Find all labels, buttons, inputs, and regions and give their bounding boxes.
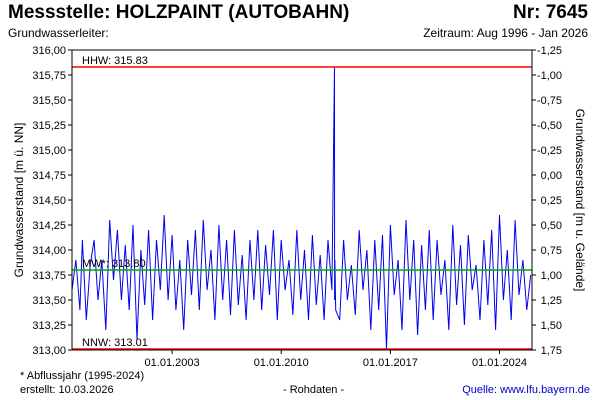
y-left-tick-label: 314,00 bbox=[32, 245, 66, 257]
y-left-tick-label: 316,00 bbox=[32, 45, 66, 57]
x-axis-ticks: 01.01.2003 01.01.2010 01.01.2017 01.01.2024 bbox=[145, 350, 527, 369]
y-right-tick-label: 0,75 bbox=[541, 245, 562, 257]
aquifer-label: Grundwasserleiter: bbox=[8, 26, 109, 40]
y-left-tick-label: 314,75 bbox=[32, 170, 66, 182]
y-left-tick-label: 315,25 bbox=[32, 120, 66, 132]
y-left-tick-label: 313,50 bbox=[32, 295, 66, 307]
y-left-tick-label: 315,75 bbox=[32, 70, 66, 82]
y-right-tick-label: 0,25 bbox=[541, 195, 562, 207]
y-right-tick-label: 0,00 bbox=[541, 170, 562, 182]
page-title: Messstelle: HOLZPAINT (AUTOBAHN) bbox=[8, 2, 350, 23]
y-right-tick-label: 1,00 bbox=[541, 270, 562, 282]
reference-label-mean: MW*: 313.80 bbox=[82, 258, 146, 270]
y-right-tick-label: 1,75 bbox=[541, 345, 562, 357]
y-right-tick-label: 0,50 bbox=[541, 220, 562, 232]
x-tick-label: 01.01.2010 bbox=[254, 357, 309, 369]
station-number: Nr: 7645 bbox=[513, 2, 588, 23]
series-layer bbox=[71, 66, 532, 350]
y-left-tick-label: 315,00 bbox=[32, 145, 66, 157]
created-date: erstellt: 10.03.2026 bbox=[20, 384, 114, 396]
y-left-tick-label: 313,75 bbox=[32, 270, 66, 282]
y-left-tick-label: 313,00 bbox=[32, 345, 66, 357]
y-right-tick-label: -0,75 bbox=[537, 95, 562, 107]
y-left-tick-label: 313,25 bbox=[32, 320, 66, 332]
x-tick-label: 01.01.2024 bbox=[472, 357, 527, 369]
y-right-tick-label: 1,25 bbox=[541, 295, 562, 307]
series-line-0 bbox=[71, 66, 532, 350]
y-right-tick-label: -0,50 bbox=[537, 120, 562, 132]
x-tick-label: 01.01.2003 bbox=[145, 357, 200, 369]
y-axis-right-ticks: 1,75 1,50 1,25 1,00 0,75 0,50 0,25 0,00 -0,25 -0,… bbox=[532, 45, 562, 357]
x-tick-label: 01.01.2017 bbox=[363, 357, 418, 369]
y-right-tick-label: -1,00 bbox=[537, 70, 562, 82]
y-axis-left-ticks: 313,00 313,25 313,50 313,75 314,00 314,25 314,… bbox=[32, 45, 72, 357]
y-axis-right-label: Grundwasserstand [m u. Gelände] bbox=[573, 109, 587, 292]
reference-lines: HHW: 315.83 MW*: 313.80 NNW: 313.01 bbox=[72, 55, 532, 350]
y-right-tick-label: -1,25 bbox=[537, 45, 562, 57]
source-link[interactable]: Quelle: www.lfu.bayern.de bbox=[462, 384, 590, 396]
y-left-tick-label: 315,50 bbox=[32, 95, 66, 107]
reference-label-min: NNW: 313.01 bbox=[82, 337, 148, 349]
y-left-tick-label: 314,25 bbox=[32, 220, 66, 232]
reference-label-max: HHW: 315.83 bbox=[82, 55, 148, 67]
y-left-tick-label: 314,50 bbox=[32, 195, 66, 207]
y-right-tick-label: 1,50 bbox=[541, 320, 562, 332]
raw-data-note: - Rohdaten - bbox=[283, 384, 345, 396]
y-right-tick-label: -0,25 bbox=[537, 145, 562, 157]
y-axis-left-label: Grundwasserstand [m ü. NN] bbox=[12, 123, 26, 278]
footnote: * Abflussjahr (1995-2024) bbox=[20, 370, 145, 382]
period-label: Zeitraum: Aug 1996 - Jan 2026 bbox=[423, 26, 588, 40]
